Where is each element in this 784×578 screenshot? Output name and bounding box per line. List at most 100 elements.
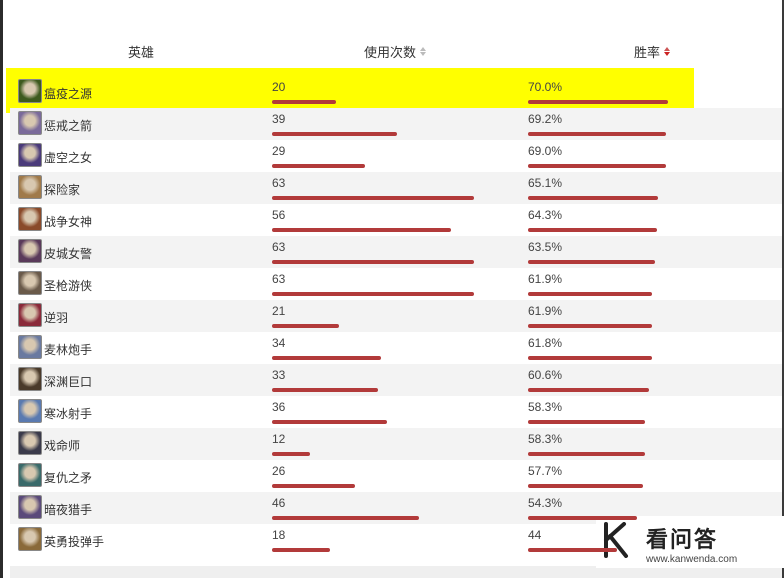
watermark: 看问答 www.kanwenda.com [596,516,784,568]
hero-avatar[interactable] [18,335,42,359]
usage-bar [272,260,474,264]
table-row[interactable]: 战争女神 56 64.3% [10,204,782,236]
winrate-value: 63.5% [528,240,563,254]
table-row[interactable]: 瘟疫之源 20 70.0% [6,68,782,113]
usage-count: 21 [272,304,286,318]
table-row[interactable]: 寒冰射手 36 58.3% [10,396,782,428]
winrate-bar [528,228,657,232]
usage-bar [272,484,355,488]
hero-avatar[interactable] [18,527,42,551]
table-row[interactable]: 惩戒之箭 39 69.2% [10,108,782,140]
hero-avatar[interactable] [18,79,42,103]
table-row[interactable]: 虚空之女 29 69.0% [10,140,782,172]
usage-count: 26 [272,464,286,478]
winrate-value: 58.3% [528,400,563,414]
table-header: 英雄 使用次数 胜率 [0,38,784,62]
hero-name[interactable]: 英勇投弹手 [44,535,105,549]
hero-avatar[interactable] [18,271,42,295]
table-row[interactable]: 英勇投弹手 18 44 [10,524,782,556]
table-row[interactable]: 圣枪游侠 63 61.9% [10,268,782,300]
winrate-value: 61.9% [528,304,563,318]
usage-count: 63 [272,176,286,190]
hero-avatar[interactable] [18,303,42,327]
hero-name[interactable]: 戏命师 [44,439,81,453]
table-row[interactable]: 复仇之矛 26 57.7% [10,460,782,492]
hero-name[interactable]: 逆羽 [44,311,69,325]
hero-name[interactable]: 皮城女警 [44,247,93,261]
table-row[interactable]: 探险家 63 65.1% [10,172,782,204]
hero-name[interactable]: 麦林炮手 [44,343,93,357]
hero-name[interactable]: 暗夜猎手 [44,503,93,517]
sort-icon[interactable] [420,47,427,56]
winrate-value: 44 [528,528,542,542]
column-header-winrate-label: 胜率 [634,45,661,60]
winrate-value: 64.3% [528,208,563,222]
hero-name[interactable]: 深渊巨口 [44,375,93,389]
hero-avatar[interactable] [18,399,42,423]
winrate-value: 69.0% [528,144,563,158]
winrate-bar [528,516,637,520]
winrate-bar [528,388,649,392]
table-row[interactable]: 戏命师 12 58.3% [10,428,782,460]
winrate-value: 57.7% [528,464,563,478]
hero-avatar[interactable] [18,431,42,455]
column-header-winrate[interactable]: 胜率 [634,42,671,61]
hero-name[interactable]: 探险家 [44,183,81,197]
hero-avatar[interactable] [18,175,42,199]
winrate-value: 61.8% [528,336,563,350]
hero-name[interactable]: 战争女神 [44,215,93,229]
table-row[interactable]: 皮城女警 63 63.5% [10,236,782,268]
usage-count: 12 [272,432,286,446]
hero-name[interactable]: 圣枪游侠 [44,279,93,293]
winrate-bar [528,260,655,264]
hero-avatar[interactable] [18,111,42,135]
window-right-edge [782,0,784,578]
usage-count: 18 [272,528,286,542]
winrate-bar [528,356,652,360]
usage-bar [272,356,381,360]
hero-avatar[interactable] [18,367,42,391]
usage-bar [272,388,378,392]
hero-name[interactable]: 寒冰射手 [44,407,93,421]
usage-count: 63 [272,240,286,254]
hero-avatar[interactable] [18,463,42,487]
usage-count: 46 [272,496,286,510]
hero-name[interactable]: 瘟疫之源 [44,87,93,101]
hero-avatar[interactable] [18,495,42,519]
table-row[interactable]: 逆羽 21 61.9% [10,300,782,332]
usage-count: 36 [272,400,286,414]
hero-avatar[interactable] [18,207,42,231]
row-highlight [6,68,694,113]
usage-count: 29 [272,144,286,158]
winrate-bar [528,452,645,456]
winrate-value: 69.2% [528,112,563,126]
usage-count: 20 [272,80,286,94]
hero-avatar[interactable] [18,143,42,167]
watermark-title: 看问答 [646,528,719,553]
usage-bar [272,452,310,456]
usage-bar [272,516,419,520]
usage-bar [272,196,474,200]
usage-count: 39 [272,112,286,126]
column-header-hero-label: 英雄 [128,45,155,60]
hero-name[interactable]: 惩戒之箭 [44,119,93,133]
hero-name[interactable]: 复仇之矛 [44,471,93,485]
winrate-value: 61.9% [528,272,563,286]
hero-stats-table: 瘟疫之源 20 70.0% 惩戒之箭 39 69.2% 虚空之女 29 69.0% 探险家 63 65… [6,68,782,556]
usage-bar [272,292,474,296]
table-row[interactable]: 麦林炮手 34 61.8% [10,332,782,364]
winrate-bar [528,420,645,424]
column-header-usage[interactable]: 使用次数 [364,42,427,61]
winrate-value: 58.3% [528,432,563,446]
winrate-bar [528,100,668,104]
table-footer [10,566,782,578]
watermark-url: www.kanwenda.com [646,554,738,565]
table-row[interactable]: 深渊巨口 33 60.6% [10,364,782,396]
usage-count: 56 [272,208,286,222]
column-header-hero[interactable]: 英雄 [128,42,154,61]
sort-descending-icon[interactable] [664,47,671,56]
usage-bar [272,132,397,136]
winrate-bar [528,196,658,200]
hero-name[interactable]: 虚空之女 [44,151,93,165]
hero-avatar[interactable] [18,239,42,263]
